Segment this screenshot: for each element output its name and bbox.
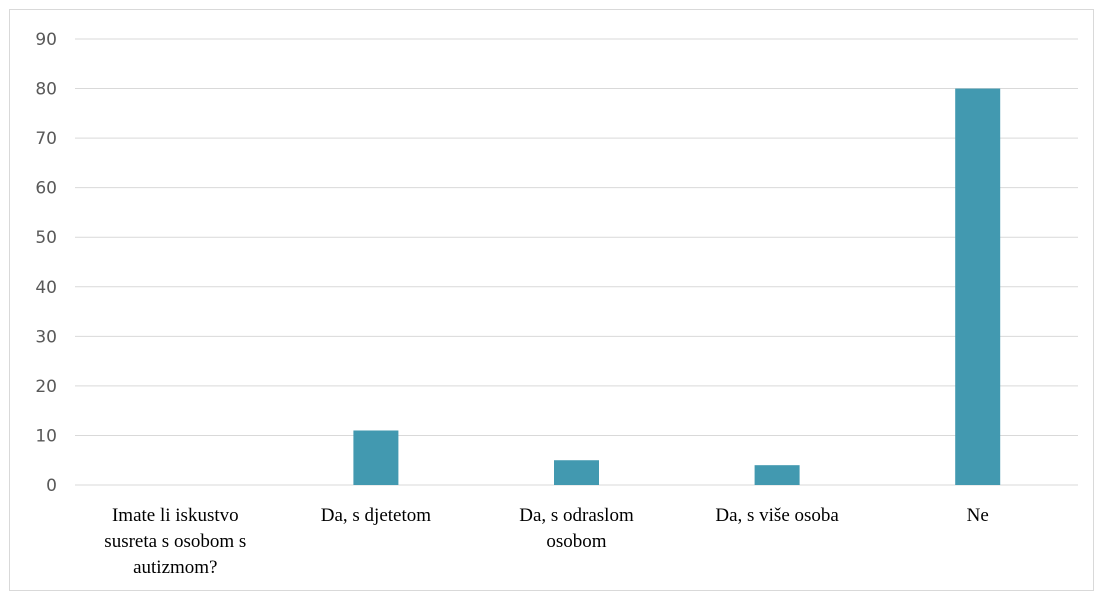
x-tick-label: Da, s odraslom [519,505,634,526]
y-tick-label: 80 [35,80,57,100]
gridlines [75,38,1078,486]
y-tick-label: 50 [35,228,57,248]
x-tick-label: Imate li iskustvo [112,505,239,526]
bar [554,460,599,485]
y-axis-ticks: 0 10 20 30 40 50 60 70 80 90 [35,30,57,496]
x-tick-label: osobom [546,531,606,552]
bar [754,465,800,485]
x-tick-label: susreta s osobom s [104,531,246,552]
x-tick-label: Ne [967,505,989,526]
y-tick-label: 10 [35,426,57,446]
x-axis-ticks: Imate li iskustvo susreta s osobom s autiz… [104,505,988,578]
x-tick-label: autizmom? [133,557,217,578]
y-tick-label: 0 [46,476,57,496]
y-tick-label: 30 [35,327,57,347]
chart-frame [9,9,1094,591]
bar [955,88,1001,486]
x-tick-label: Da, s više osoba [715,505,839,526]
y-tick-label: 40 [35,278,57,298]
y-tick-label: 90 [35,30,57,50]
bar [353,430,399,485]
bars [353,88,1001,486]
y-tick-label: 60 [35,179,57,199]
y-tick-label: 70 [35,129,57,149]
x-tick-label: Da, s djetetom [321,505,432,526]
y-tick-label: 20 [35,377,57,397]
